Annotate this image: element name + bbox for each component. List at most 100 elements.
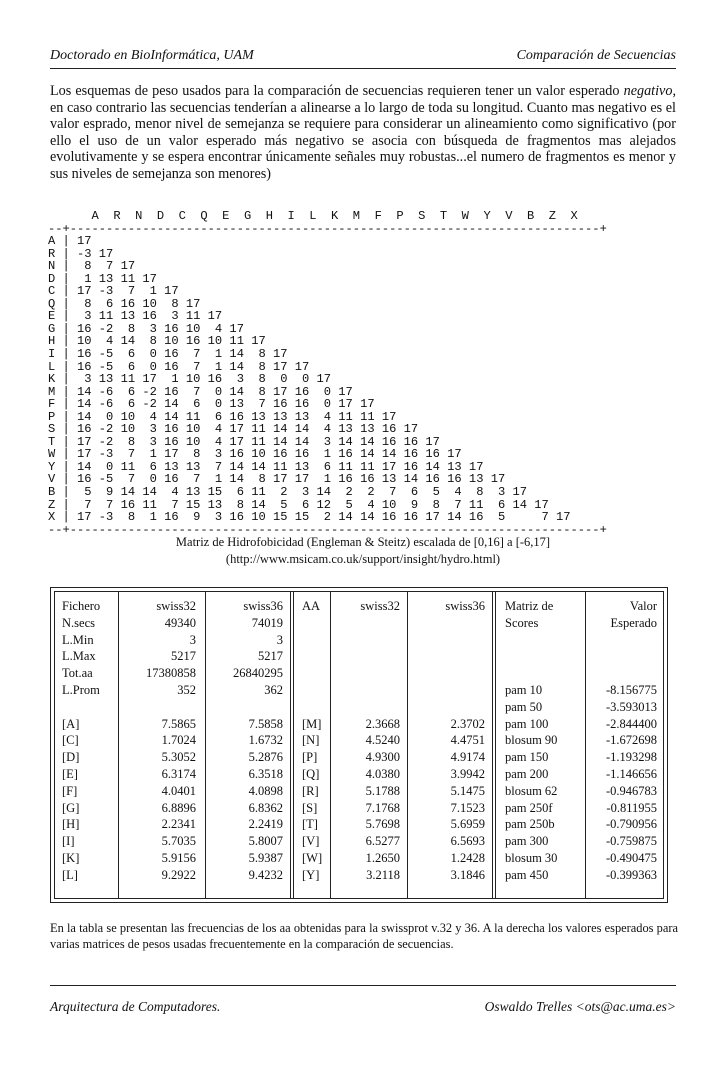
matrix-header: A R N D C Q E G H I L K M F P S T W Y V … — [48, 209, 578, 223]
matrix-rule: --+-------------------------------------… — [48, 221, 607, 236]
table-cell: L.Min — [62, 632, 94, 647]
table-cell: -0.399363 — [605, 867, 657, 882]
table-cell: 1.6732 — [248, 733, 283, 748]
table-cell: blosum 62 — [505, 783, 558, 798]
table-cell: pam 250b — [505, 817, 555, 832]
table-cell: N.secs — [62, 615, 95, 630]
table-cell: pam 50 — [505, 699, 543, 714]
table-cell: [S] — [302, 800, 318, 815]
table-cell: blosum 30 — [505, 851, 558, 865]
matrix-caption: Matriz de Hidrofobicidad (Engleman & Ste… — [175, 535, 551, 549]
table-cell: [V] — [302, 834, 320, 849]
table-cell: [D] — [62, 750, 80, 765]
table-cell: 4.9300 — [365, 750, 400, 765]
column-header: Fichero — [62, 599, 101, 613]
footer-left: Arquitectura de Computadores. — [50, 999, 221, 1014]
table-cell: 4.4751 — [450, 733, 485, 748]
matrix-row: M | 14 -6 6 -2 16 7 0 14 8 17 16 0 17 — [48, 384, 353, 399]
table-cell: 352 — [177, 683, 196, 697]
table-cell: -0.790956 — [605, 817, 657, 832]
table-cell: -1.672698 — [605, 733, 657, 748]
table-cell: 7.1768 — [365, 800, 400, 815]
table-cell: [N] — [302, 733, 320, 748]
table-cell: -0.946783 — [605, 783, 657, 798]
matrix: A R N D C Q E G H I L K M F P S T W Y V … — [48, 210, 607, 536]
table-cell: L.Max — [62, 649, 96, 664]
matrix-row: S | 16 -2 10 3 16 10 4 17 11 14 14 4 13 … — [48, 422, 419, 437]
table-cell: [G] — [62, 800, 80, 815]
table-cell: 4.5240 — [365, 733, 400, 748]
table-cell: 6.3174 — [161, 767, 196, 781]
table-cell: -8.156775 — [605, 683, 657, 697]
matrix-row: K | 3 13 11 17 1 10 16 3 8 0 0 17 — [48, 372, 332, 387]
table-cell: pam 250f — [505, 800, 553, 815]
matrix-row: R | -3 17 — [48, 246, 114, 261]
footer-rule — [50, 985, 676, 986]
matrix-row: B | 5 9 14 14 4 13 15 6 11 2 3 14 2 2 7 … — [48, 485, 527, 500]
table-cell: 9.4232 — [248, 867, 283, 882]
table-cell: 17380858 — [146, 666, 196, 681]
table-cell: 362 — [264, 683, 283, 697]
table-cell: 49340 — [164, 615, 196, 630]
table-cell: [K] — [62, 851, 80, 865]
column-header: swiss32 — [156, 599, 196, 613]
table-cell: Tot.aa — [62, 666, 93, 681]
table-cell: pam 100 — [505, 716, 549, 731]
table-cell: 2.2341 — [161, 817, 196, 832]
emphasis: negativo — [623, 83, 673, 99]
table-cell: 26840295 — [233, 666, 283, 681]
matrix-row: V | 16 -5 7 0 16 7 1 14 8 17 17 1 16 16 … — [48, 472, 506, 487]
matrix-row: P | 14 0 10 4 14 11 6 16 13 13 13 4 11 1… — [48, 409, 397, 424]
table-cell: 3.2118 — [366, 867, 400, 882]
column-header: swiss36 — [243, 599, 283, 613]
table-cell: [A] — [62, 716, 80, 731]
table-cell: 5.2876 — [248, 750, 283, 765]
table-cell: 5.6959 — [450, 817, 485, 832]
matrix-row: N | 8 7 17 — [48, 259, 136, 274]
table-cell: 6.8896 — [161, 800, 196, 815]
table-cell: -1.193298 — [605, 750, 657, 765]
column-header: swiss36 — [445, 599, 485, 613]
table-cell: 5.9156 — [161, 851, 196, 865]
table-cell: -3.593013 — [605, 699, 657, 714]
note: En la tabla se presentan las frecuencias… — [50, 921, 678, 951]
matrix-row: I | 16 -5 6 0 16 7 1 14 8 17 — [48, 347, 288, 362]
table-cell: 3.9942 — [450, 767, 485, 781]
matrix-row: L | 16 -5 6 0 16 7 1 14 8 17 17 — [48, 359, 310, 374]
table-cell: 3.1846 — [450, 867, 485, 882]
table-cell: pam 150 — [505, 750, 549, 765]
header-right: Comparación de Secuencias — [516, 48, 676, 63]
table-cell: 1.2428 — [450, 851, 485, 865]
table-cell: 4.0401 — [161, 783, 196, 798]
table-cell: -0.811955 — [606, 800, 657, 815]
table-cell: [H] — [62, 817, 80, 832]
matrix-row: Z | 7 7 16 11 7 15 13 8 14 5 6 12 5 4 10… — [48, 497, 549, 512]
table-cell: [I] — [62, 834, 75, 849]
table-cell: [P] — [302, 750, 318, 765]
table-cell: [M] — [302, 716, 322, 731]
table-cell: -1.146656 — [605, 767, 657, 781]
column-header: Esperado — [610, 615, 657, 630]
text: Los esquemas de peso usados para la comp… — [50, 83, 624, 99]
matrix-row: G | 16 -2 8 3 16 10 4 17 — [48, 321, 244, 336]
matrix-row: X | 17 -3 8 1 16 9 3 16 10 15 15 2 14 14… — [48, 510, 571, 525]
table-cell: pam 300 — [505, 834, 549, 849]
table-cell: -0.490475 — [605, 851, 657, 865]
table-cell: 5217 — [258, 649, 283, 664]
table-cell: 5.9387 — [248, 851, 283, 865]
table-cell: 5.7698 — [365, 817, 400, 832]
table-cell: [Q] — [302, 767, 320, 781]
table-cell: 4.0898 — [248, 783, 283, 798]
column-header: swiss32 — [360, 599, 400, 613]
table-cell: 5.7035 — [161, 834, 196, 849]
matrix-row: E | 3 11 13 16 3 11 17 — [48, 309, 223, 324]
table-cell: [F] — [62, 783, 78, 798]
table-cell: [C] — [62, 733, 79, 748]
table-cell: L.Prom — [62, 683, 100, 697]
table-cell: 4.9174 — [450, 750, 485, 765]
matrix-row: Q | 8 6 16 10 8 17 — [48, 296, 201, 311]
table-cell: -0.759875 — [605, 834, 657, 849]
column-header: Matriz de — [505, 599, 554, 613]
table-cell: 6.3518 — [248, 767, 283, 781]
table-cell: pam 10 — [505, 683, 543, 697]
